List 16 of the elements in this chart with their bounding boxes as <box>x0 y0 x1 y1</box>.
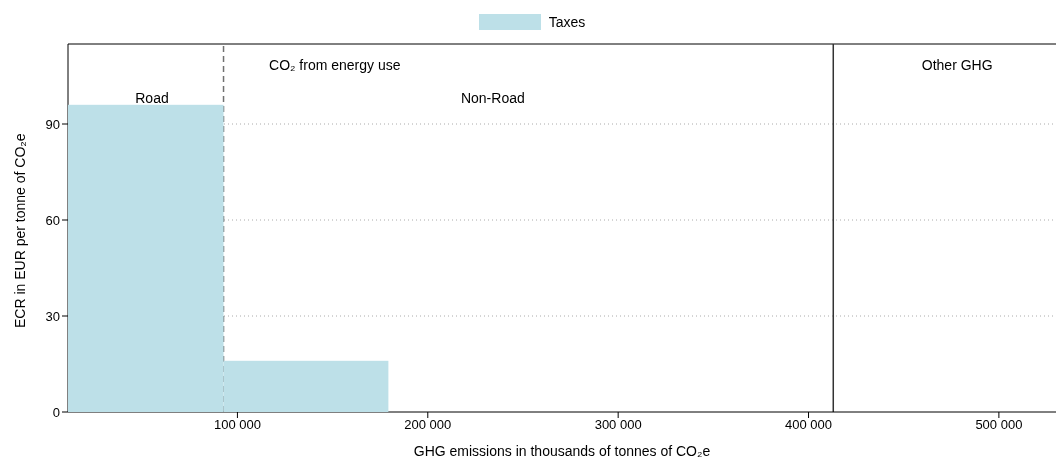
x-tick-label: 400 000 <box>785 417 833 433</box>
y-tick-label: 60 <box>45 212 60 228</box>
annotation: CO₂ from energy use <box>269 56 401 73</box>
y-axis-title: ECR in EUR per tonne of CO₂e <box>11 133 28 328</box>
y-tick-label: 30 <box>45 308 60 324</box>
x-axis-title: GHG emissions in thousands of tonnes of CO₂e <box>413 443 711 459</box>
legend-label: Taxes <box>548 14 586 30</box>
y-tick-label: 90 <box>45 116 60 132</box>
annotation: Non-Road <box>460 89 525 106</box>
annotation: Road <box>135 89 169 106</box>
x-tick-label: 300 000 <box>594 417 642 433</box>
x-tick-label: 500 000 <box>975 417 1023 433</box>
x-tick-label: 100 000 <box>213 417 261 433</box>
x-tick-label: 200 000 <box>404 417 452 433</box>
annotation: Other GHG <box>921 56 993 73</box>
y-tick-label: 0 <box>52 404 60 420</box>
